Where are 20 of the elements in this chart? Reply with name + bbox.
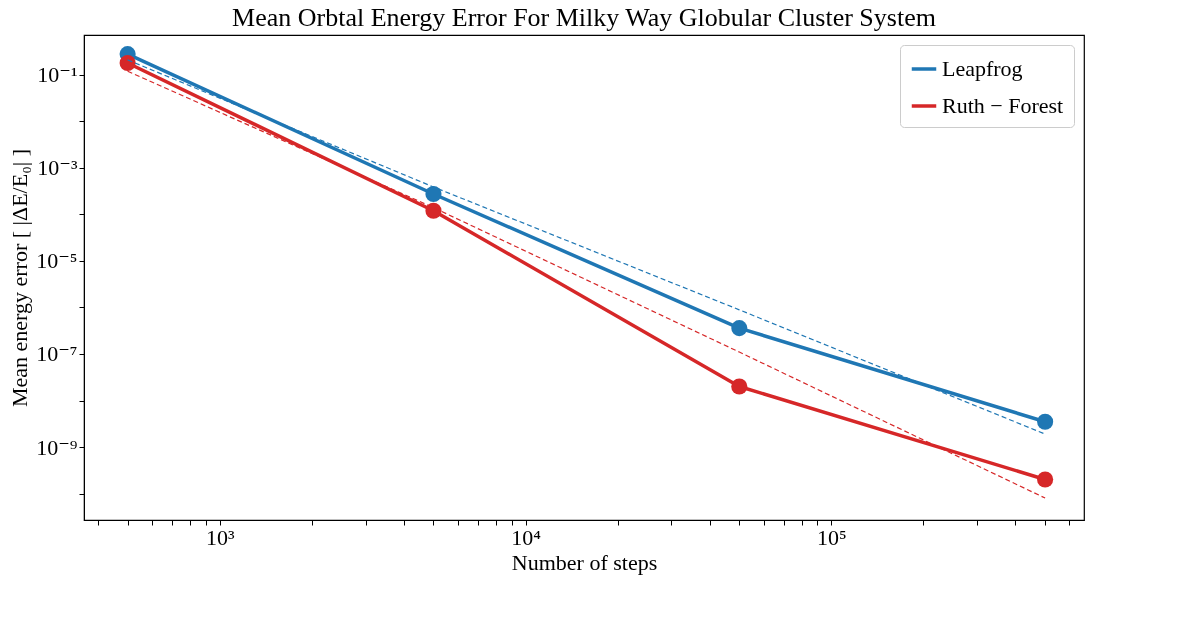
y-tick-label: 10⁻⁷: [36, 341, 78, 367]
legend-label: Ruth − Forest: [942, 93, 1064, 118]
point: [425, 202, 442, 219]
chart-title: Mean Orbtal Energy Error For Milky Way Globular Cluster System: [232, 3, 936, 32]
point: [731, 378, 748, 395]
x-tick-label: 10³: [205, 524, 235, 550]
y-tick-label: 10⁻⁹: [36, 434, 78, 460]
x-tick-label: 10⁵: [817, 524, 847, 550]
point: [731, 320, 748, 337]
point: [119, 54, 136, 72]
point: [425, 185, 442, 203]
y-tick-label: 10⁻¹: [37, 62, 78, 88]
point: [1037, 413, 1054, 430]
y-axis-title: Mean energy error [ |ΔE/E₀| ]: [7, 148, 33, 408]
x-axis-title: Number of steps: [511, 549, 658, 575]
x-tick-label: 10⁴: [511, 524, 542, 550]
y-tick-label: 10⁻³: [37, 155, 78, 181]
y-tick-label: 10⁻⁵: [36, 248, 78, 274]
legend-label: Leapfrog: [942, 56, 1023, 81]
point: [1037, 471, 1054, 488]
